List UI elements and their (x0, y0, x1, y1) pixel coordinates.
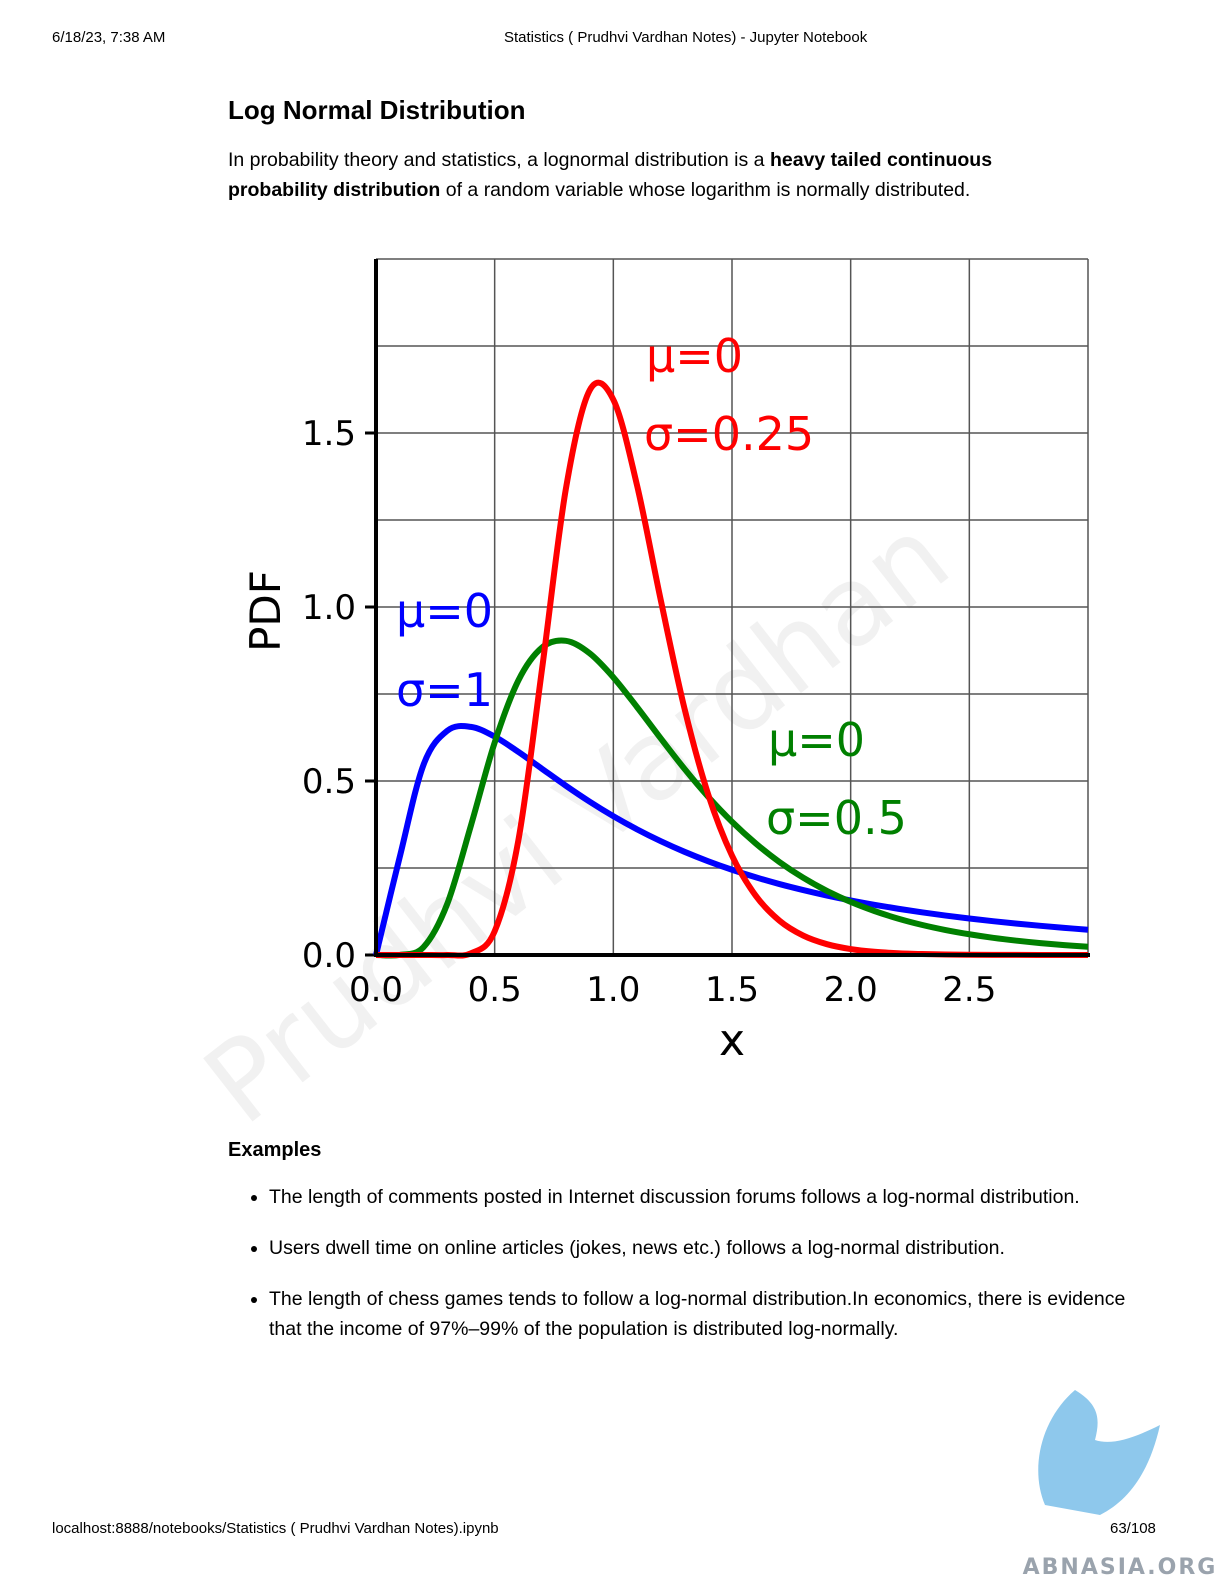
annotation: μ=0 (646, 329, 743, 383)
intro-text: In probability theory and statistics, a … (228, 149, 770, 171)
annotation: σ=0.25 (644, 407, 814, 461)
annotation: μ=0 (396, 584, 493, 638)
intro-text: heavy tailed continuous probability dist… (228, 149, 993, 201)
annotation: μ=0 (768, 713, 865, 767)
curve (373, 723, 1089, 956)
x-tick-label: 2.0 (824, 970, 878, 1010)
logo-text: ABNASIA.ORG (1023, 1555, 1218, 1580)
x-tick-label: 1.5 (705, 970, 759, 1010)
curve (375, 637, 1089, 959)
x-tick-label: 2.5 (942, 970, 996, 1010)
annotation: σ=1 (396, 663, 493, 717)
x-tick-label: 0.5 (468, 970, 522, 1010)
logo-bird (1038, 1390, 1160, 1515)
y-axis-label: PDF (241, 570, 290, 652)
intro: In probability theory and statistics, a … (228, 145, 1058, 205)
y-tick-label: 0.5 (302, 762, 356, 802)
footer-url: localhost:8888/notebooks/Statistics ( Pr… (52, 1520, 499, 1537)
examples-heading: Examples (228, 1139, 322, 1161)
heading: Log Normal Distribution (228, 95, 526, 125)
example-item: The length of chess games tends to follo… (269, 1284, 1139, 1344)
examples-list: The length of comments posted in Interne… (228, 1182, 1139, 1365)
y-tick-label: 1.0 (302, 588, 356, 628)
example-item: The length of comments posted in Interne… (269, 1182, 1139, 1212)
page-number: 63/108 (1110, 1520, 1156, 1537)
x-tick-label: 1.0 (586, 970, 640, 1010)
annotation: σ=0.5 (766, 791, 907, 845)
y-tick-label: 1.5 (302, 414, 356, 454)
header-datetime: 6/18/23, 7:38 AM (52, 29, 166, 46)
intro-text: of a random variable whose logarithm is … (440, 179, 971, 201)
x-axis-label: x (719, 1015, 745, 1066)
y-tick-label: 0.0 (302, 936, 356, 976)
example-item: Users dwell time on online articles (jok… (269, 1233, 1139, 1263)
x-tick-label: 0.0 (349, 970, 403, 1010)
header-title: Statistics ( Prudhvi Vardhan Notes) - Ju… (504, 29, 868, 46)
